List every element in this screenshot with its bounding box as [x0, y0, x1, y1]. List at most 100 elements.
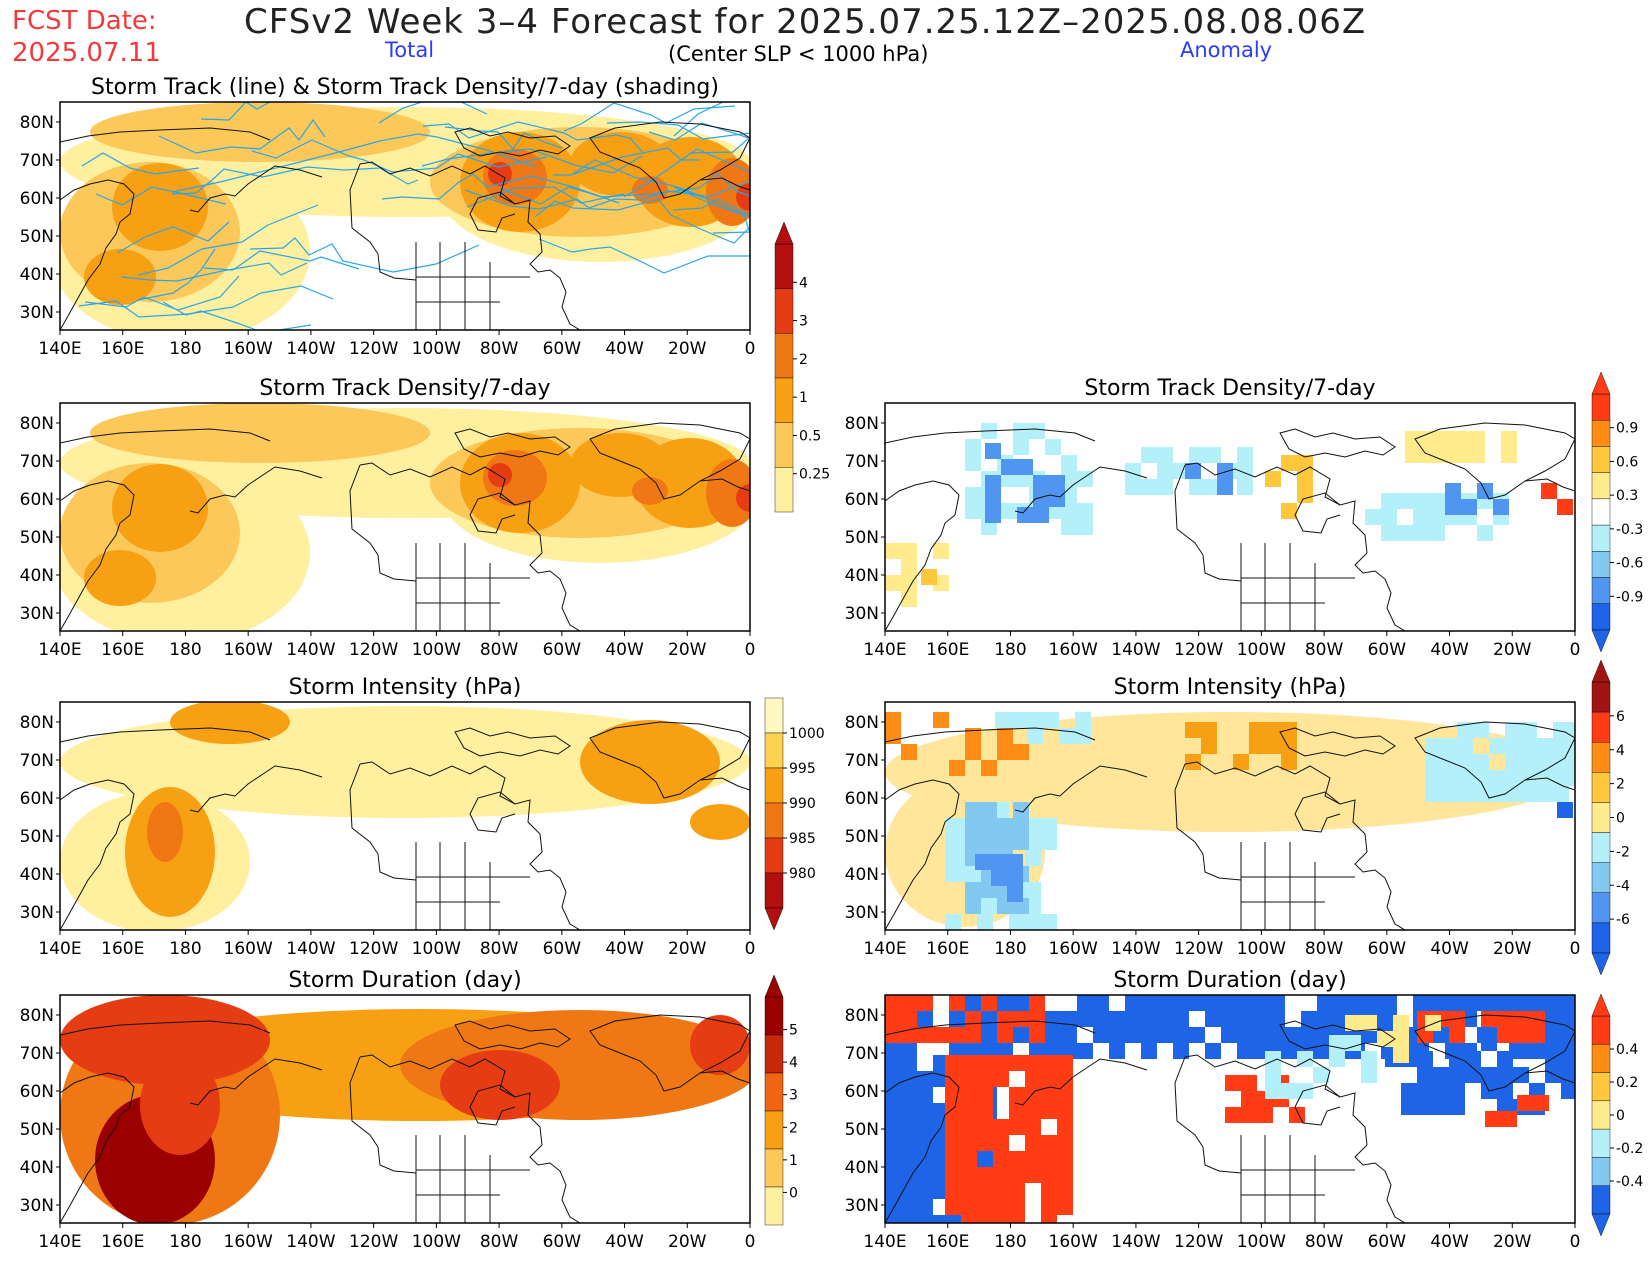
grid-cell: [1381, 509, 1397, 525]
grid-cell: [1241, 1075, 1257, 1091]
shade-region: [580, 720, 720, 804]
grid-cell: [1189, 447, 1205, 463]
grid-cell: [1505, 738, 1521, 754]
grid-cell: [977, 1119, 993, 1135]
coastline: [60, 727, 271, 743]
grid-cell: [1453, 447, 1469, 463]
grid-cell: [1173, 1011, 1189, 1027]
grid-cell: [1125, 463, 1141, 479]
shade-region: [690, 804, 750, 840]
grid-cell: [965, 439, 981, 455]
grid-cell: [1489, 738, 1505, 754]
storm-track-line: [116, 221, 230, 254]
colorbar-segment: [1591, 862, 1611, 893]
grid-cell: [1025, 1167, 1041, 1183]
grid-cell: [1281, 738, 1297, 754]
coastline: [1174, 1056, 1242, 1174]
grid-cell: [977, 1087, 993, 1103]
grid-cell: [945, 1167, 961, 1183]
longitude-label: 80W: [480, 640, 519, 660]
grid-cell: [1205, 995, 1221, 1011]
grid-cell: [1057, 1103, 1073, 1119]
coastline: [469, 492, 516, 534]
longitude-label: 60W: [543, 640, 582, 660]
longitude-label: 100W: [412, 339, 461, 359]
grid-cell: [1025, 1119, 1041, 1135]
grid-cell: [1413, 493, 1429, 509]
grid-cell: [981, 1011, 997, 1027]
coastline: [1014, 1058, 1148, 1106]
colorbar-segment: [1591, 922, 1611, 954]
grid-cell: [885, 1011, 901, 1027]
longitude-label: 60W: [543, 339, 582, 359]
grid-cell: [1093, 1011, 1109, 1027]
grid-cell: [1041, 1199, 1057, 1215]
longitude-label: 180: [169, 939, 201, 959]
longitude-label: 120W: [349, 1232, 398, 1252]
latitude-label: 40N: [845, 865, 879, 885]
latitude-label: 70N: [20, 151, 54, 171]
grid-cell: [1481, 1035, 1497, 1051]
longitude-label: 120W: [349, 939, 398, 959]
colorbar-segment: [774, 288, 794, 334]
colorbar-segment: [1591, 772, 1611, 803]
grid-cell: [1253, 995, 1269, 1011]
grid-cell: [885, 1087, 901, 1103]
colorbar-segment: [774, 377, 794, 423]
grid-cell: [991, 870, 1007, 886]
grid-cell: [965, 503, 981, 519]
storm-track-line: [676, 187, 750, 223]
grid-cell: [1025, 1087, 1041, 1103]
grid-cell: [1217, 479, 1233, 495]
latitude-label: 30N: [845, 1196, 879, 1216]
grid-cell: [1433, 1083, 1449, 1099]
grid-cell: [1225, 1107, 1241, 1123]
longitude-label: 160E: [101, 339, 144, 359]
grid-cell: [885, 1027, 901, 1043]
grid-cell: [1473, 722, 1489, 738]
grid-cell: [1249, 738, 1265, 754]
grid-cell: [1253, 1027, 1269, 1043]
grid-cell: [1553, 738, 1569, 754]
grid-cell: [1041, 1151, 1057, 1167]
grid-cell: [1241, 1107, 1257, 1123]
grid-cell: [965, 882, 981, 898]
grid-cell: [949, 995, 965, 1011]
colorbar-label: 3: [789, 1088, 798, 1104]
colorbar-label: 1: [799, 390, 808, 406]
longitude-label: 120W: [1174, 640, 1223, 660]
longitude-label: 160W: [224, 1232, 273, 1252]
latitude-label: 80N: [20, 713, 54, 733]
grid-cell: [1077, 1011, 1093, 1027]
colorbar-label: 1000: [789, 726, 825, 742]
grid-cell: [1013, 423, 1029, 439]
grid-cell: [1265, 1067, 1281, 1083]
grid-cell: [1417, 1051, 1433, 1067]
grid-cell: [1573, 995, 1575, 1011]
longitude-label: 140W: [286, 640, 335, 660]
longitude-label: 0: [745, 1232, 756, 1252]
grid-cell: [1561, 1083, 1575, 1099]
grid-cell: [1497, 1083, 1513, 1099]
grid-cell: [1009, 1167, 1025, 1183]
grid-cell: [1569, 722, 1575, 738]
grid-cell: [1007, 870, 1023, 886]
colorbar-segment: [764, 1034, 784, 1074]
grid-cell: [1505, 770, 1521, 786]
grid-cell: [961, 1119, 977, 1135]
latitude-label: 60N: [845, 1082, 879, 1102]
colorbar-cb-duration-total: 5 4 3 2 1 0: [764, 974, 798, 1226]
grid-cell: [933, 1215, 949, 1223]
grid-cell: [1361, 1051, 1377, 1067]
figure-subtitle: (Center SLP < 1000 hPa): [668, 42, 929, 66]
longitude-label: 160W: [224, 939, 273, 959]
grid-cell: [945, 1183, 961, 1199]
grid-cell: [1045, 1011, 1061, 1027]
latitude-label: 80N: [20, 1006, 54, 1026]
grid-cell: [1029, 1027, 1045, 1043]
coastline: [359, 1054, 581, 1223]
grid-cell: [993, 1135, 1009, 1151]
latitude-label: 40N: [845, 566, 879, 586]
map-panel-duration-total: Storm Duration (day) 140E 160E 180 160W 140W 1…: [20, 968, 756, 1252]
